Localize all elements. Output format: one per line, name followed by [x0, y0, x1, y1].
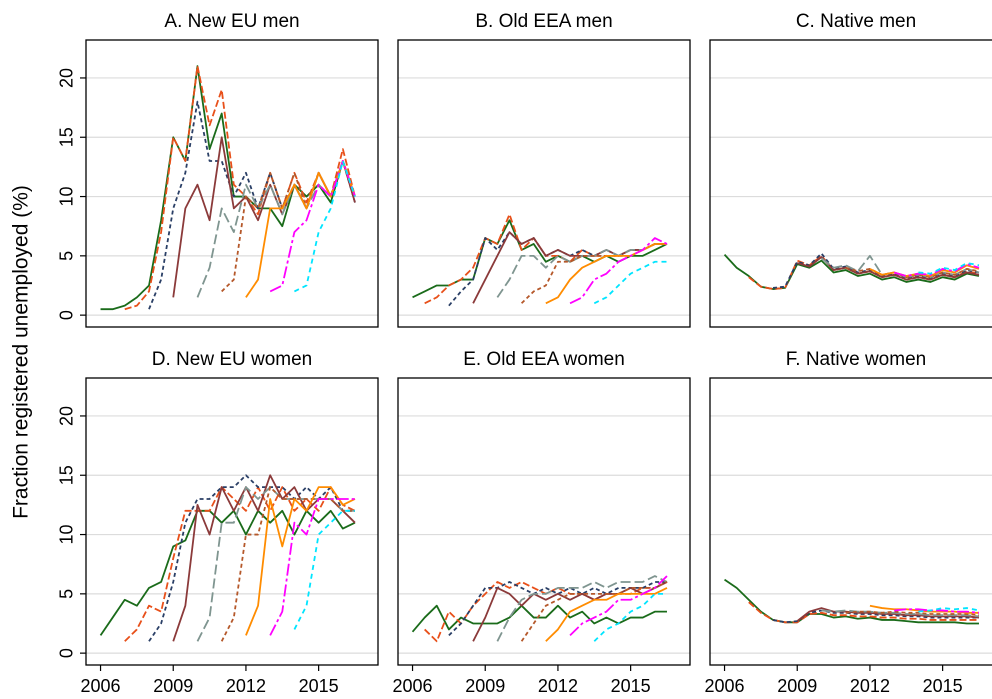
panel: A. New EU men 0 5 10 15 20 — [57, 11, 379, 328]
y-tick-label: 0 — [57, 310, 77, 320]
plot-frame — [85, 377, 379, 666]
series-line — [472, 581, 668, 642]
plot-frame — [709, 377, 992, 666]
x-tick-label: 2012 — [850, 676, 890, 696]
y-tick-label: 10 — [57, 525, 77, 545]
panel-title: D. New EU women — [152, 349, 313, 370]
panel: D. New EU women 0 5 10 15 20 2006 2009 2012 2015 — [57, 349, 379, 696]
x-tick-label: 2006 — [393, 676, 433, 696]
panel-title: E. Old EEA women — [463, 349, 625, 370]
y-tick-label: 20 — [57, 406, 77, 426]
y-tick-label: 15 — [57, 127, 77, 147]
x-tick-label: 2006 — [705, 676, 745, 696]
x-tick-label: 2012 — [538, 676, 578, 696]
series-line — [245, 486, 356, 636]
panel-title: A. New EU men — [164, 11, 299, 32]
plot-frame — [709, 39, 992, 328]
series-group — [411, 575, 668, 643]
series-line — [196, 486, 355, 642]
panel-title: F. Native women — [786, 349, 926, 370]
panel: B. Old EEA men — [397, 11, 691, 328]
y-tick-label: 5 — [57, 251, 77, 261]
plot-frame — [397, 39, 691, 328]
series-line — [496, 243, 667, 298]
series-line — [220, 486, 355, 642]
x-tick-label: 2006 — [81, 676, 121, 696]
panel: C. Native men — [709, 11, 992, 328]
series-line — [918, 607, 980, 613]
series-line — [893, 263, 980, 277]
series-line — [796, 607, 980, 622]
x-tick-label: 2015 — [299, 676, 339, 696]
y-tick-label: 5 — [57, 589, 77, 599]
series-line — [545, 587, 668, 642]
series-line — [148, 474, 355, 642]
y-tick-label: 20 — [57, 68, 77, 88]
panel-title: B. Old EEA men — [475, 11, 612, 32]
series-line — [294, 160, 356, 293]
series-line — [269, 498, 355, 636]
panel: E. Old EEA women 2006 2009 2012 2015 — [393, 349, 691, 696]
series-group — [100, 65, 356, 311]
series-line — [411, 604, 667, 633]
plot-frame — [397, 377, 691, 666]
series-group — [99, 474, 356, 642]
x-tick-label: 2009 — [465, 676, 505, 696]
x-tick-label: 2009 — [153, 676, 193, 696]
series-line — [148, 100, 356, 310]
x-tick-label: 2015 — [611, 676, 651, 696]
series-line — [520, 581, 668, 642]
plot-frame — [85, 39, 379, 328]
y-tick-label: 15 — [57, 465, 77, 485]
series-line — [496, 575, 668, 642]
series-line — [845, 266, 980, 279]
series-line — [569, 237, 668, 305]
series-line — [124, 65, 356, 311]
y-tick-label: 0 — [57, 648, 77, 658]
series-group — [724, 578, 980, 625]
x-tick-label: 2009 — [777, 676, 817, 696]
series-line — [845, 610, 980, 617]
series-line — [593, 260, 667, 305]
series-line — [918, 262, 980, 275]
x-tick-label: 2012 — [226, 676, 266, 696]
series-line — [894, 608, 980, 614]
series-line — [821, 609, 980, 618]
series-line — [124, 486, 356, 642]
series-line — [545, 243, 667, 305]
series-line — [593, 592, 667, 642]
series-group — [412, 213, 668, 307]
y-tick-label: 10 — [57, 187, 77, 207]
series-group — [723, 252, 980, 290]
series-line — [520, 243, 667, 304]
series-line — [569, 575, 668, 636]
series-line — [772, 252, 980, 289]
panel-title: C. Native men — [796, 11, 916, 32]
y-axis-label: Fraction registered unemployed (%) — [10, 185, 33, 519]
series-line — [293, 509, 355, 630]
x-tick-label: 2015 — [923, 676, 963, 696]
panel: F. Native women 2006 2009 2012 2015 — [705, 349, 992, 696]
